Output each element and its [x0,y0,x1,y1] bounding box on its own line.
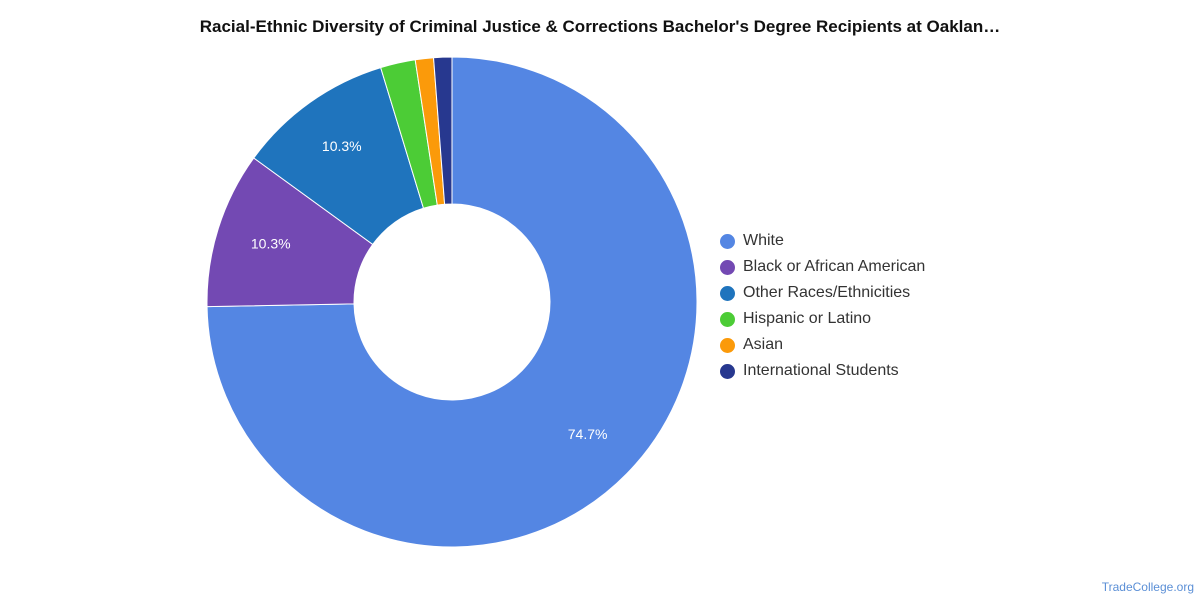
legend-item[interactable]: International Students [720,358,925,384]
legend-label: International Students [743,362,899,379]
legend-swatch [720,337,735,353]
legend-swatch [720,285,735,301]
legend-label: White [743,232,784,249]
legend-swatch [720,233,735,249]
slice-white[interactable] [206,56,698,548]
legend-swatch [720,363,735,379]
legend-item[interactable]: Other Races/Ethnicities [720,280,925,306]
slice-label: 10.3% [251,236,291,252]
legend-swatch [720,311,735,327]
legend-swatch [720,259,735,275]
slice-international-students[interactable] [433,56,453,205]
legend-label: Other Races/Ethnicities [743,284,911,301]
legend-label: Asian [743,336,784,353]
source-credit[interactable]: TradeCollege.org [1101,580,1194,594]
chart-title: Racial-Ethnic Diversity of Criminal Just… [199,17,1001,36]
slice-black-or-african-american[interactable] [206,157,374,308]
legend-item[interactable]: Hispanic or Latino [720,306,925,332]
legend-label: Black or African American [743,258,926,275]
legend-item[interactable]: White [720,228,925,254]
chart-legend: White Black or African American Other Race… [720,228,925,384]
legend-label: Hispanic or Latino [743,310,872,327]
legend-item[interactable]: Black or African American [720,254,925,280]
slice-other-races-ethnicities[interactable] [253,66,425,246]
legend-item[interactable]: Asian [720,332,925,358]
slice-label: 74.7% [568,426,608,442]
slice-label: 10.3% [322,138,362,154]
